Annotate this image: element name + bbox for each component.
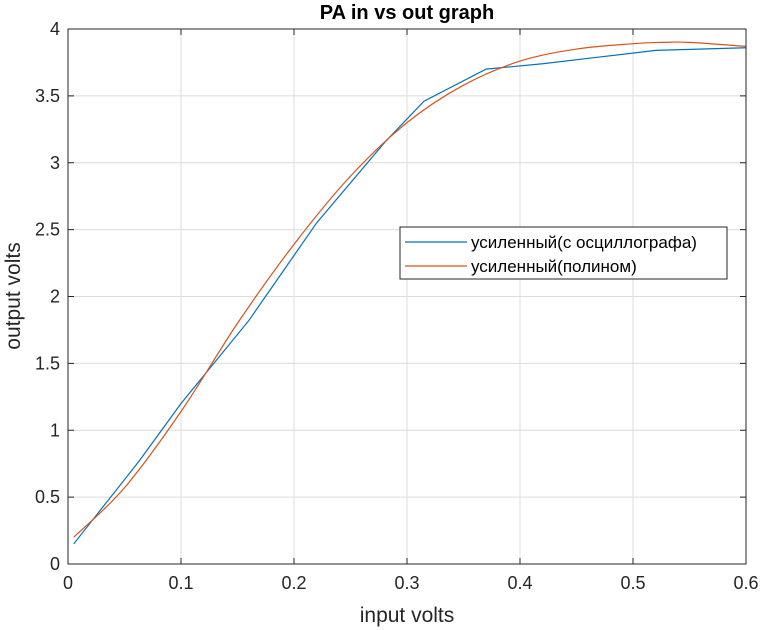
x-tick-label: 0.3 [394,573,419,593]
x-tick-label: 0.2 [281,573,306,593]
x-axis: 0 0.1 0.2 0.3 0.4 0.5 0.6 [63,29,759,593]
y-tick-label: 2 [50,287,60,307]
y-axis-label: output volts [2,242,25,349]
x-tick-label: 0.6 [733,573,758,593]
y-tick-label: 4 [50,19,60,39]
legend-label-0: усиленный(с осциллографа) [471,233,697,252]
x-tick-label: 0.4 [507,573,532,593]
y-tick-label: 2.5 [35,220,60,240]
series-line-1 [73,41,747,538]
y-tick-label: 1.5 [35,353,60,373]
x-tick-label: 0 [63,573,73,593]
y-tick-label: 0.5 [35,487,60,507]
y-tick-label: 3 [50,153,60,173]
chart-title: PA in vs out graph [320,2,494,24]
series-line-0 [73,47,747,545]
series-layer [73,41,747,545]
x-tick-label: 0.5 [620,573,645,593]
x-axis-label: input volts [360,604,455,627]
legend-box [399,226,728,280]
y-axis: 0 0.5 1 1.5 2 2.5 3 3.5 4 [35,19,746,574]
legend-label-1: усиленный(полином) [471,257,637,276]
x-tick-label: 0.1 [168,573,193,593]
y-tick-label: 3.5 [35,86,60,106]
y-tick-label: 0 [50,554,60,574]
legend: усиленный(с осциллографа) усиленный(поли… [399,226,728,280]
y-tick-label: 1 [50,420,60,440]
